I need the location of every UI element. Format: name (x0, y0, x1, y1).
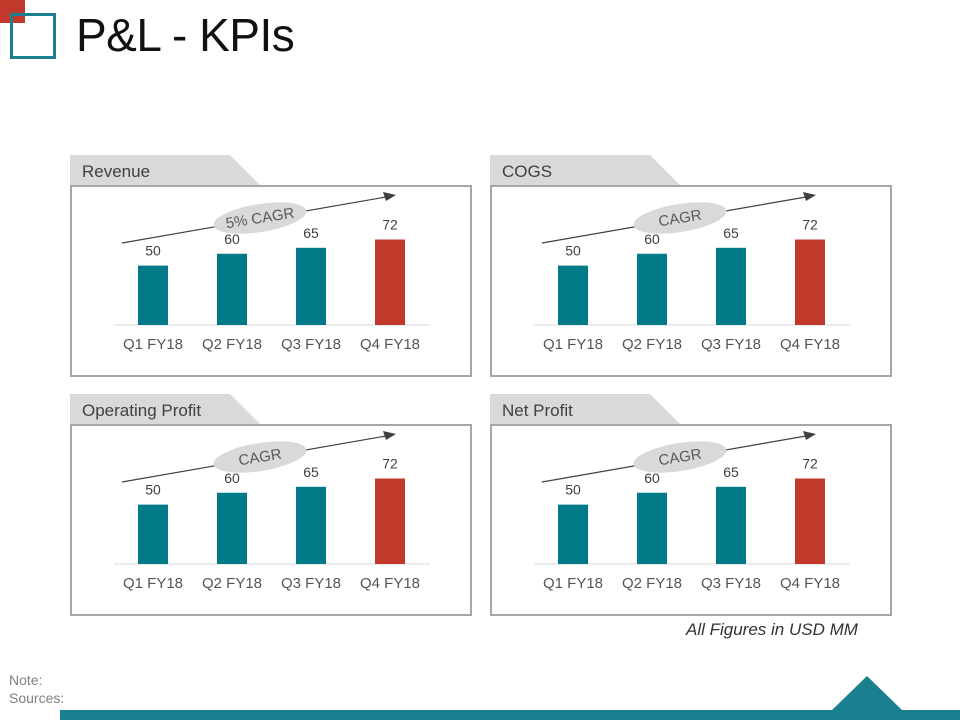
cagr-badge: CAGR (633, 441, 727, 473)
panel-operating-profit: Operating Profit 50 Q1 FY18 60 Q2 FY18 65 Q3 … (70, 394, 472, 616)
x-tick-label: Q3 FY18 (281, 336, 341, 353)
page-title: P&L - KPIs (76, 9, 295, 61)
data-label: 65 (303, 225, 319, 241)
bar (795, 478, 825, 564)
sources-label: Sources: (9, 690, 65, 706)
bar (637, 253, 667, 325)
bar (637, 492, 667, 564)
panel-cogs: COGS 50 Q1 FY18 60 Q2 FY18 65 Q3 FY18 72 Q4 FY1… (490, 155, 892, 377)
trend-arrowhead (803, 192, 816, 201)
data-label: 60 (644, 231, 660, 247)
x-tick-label: Q1 FY18 (123, 336, 183, 353)
bar (296, 247, 326, 325)
panel-revenue: Revenue 50 Q1 FY18 60 Q2 FY18 65 Q3 FY18 72 Q4 … (70, 155, 472, 377)
cagr-ellipse (213, 202, 307, 234)
x-tick-label: Q3 FY18 (701, 336, 761, 353)
cagr-label: CAGR (657, 207, 703, 231)
x-tick-label: Q4 FY18 (780, 336, 840, 353)
cagr-badge: CAGR (213, 441, 307, 473)
panel-tab: Operating Profit (70, 394, 260, 424)
cagr-badge: CAGR (633, 202, 727, 234)
trend-arrowhead (803, 431, 816, 440)
cagr-ellipse (213, 441, 307, 473)
bar-chart: 50 Q1 FY18 60 Q2 FY18 65 Q3 FY18 72 Q4 FY18 CAGR (114, 431, 430, 592)
data-label: 50 (565, 482, 581, 498)
panel-net-profit: Net Profit 50 Q1 FY18 60 Q2 FY18 65 Q3 FY18 72… (490, 394, 892, 616)
bar (217, 253, 247, 325)
data-label: 60 (644, 470, 660, 486)
panel-tab: COGS (490, 155, 680, 185)
tab-shape (70, 394, 260, 424)
bar (795, 239, 825, 325)
bar (375, 478, 405, 564)
bottom-bar (60, 710, 960, 720)
panel-tab: Revenue (70, 155, 260, 185)
decorative-triangle (830, 676, 904, 712)
panel-tab: Net Profit (490, 394, 680, 424)
chart-title: COGS (502, 162, 553, 181)
bar (375, 239, 405, 325)
logo-outline-square (10, 13, 56, 59)
data-label: 65 (723, 225, 739, 241)
chart-box: 50 Q1 FY18 60 Q2 FY18 65 Q3 FY18 72 Q4 FY18 CAGR (490, 424, 892, 616)
chart-title: Operating Profit (82, 401, 202, 420)
bar-chart: 50 Q1 FY18 60 Q2 FY18 65 Q3 FY18 72 Q4 FY18 CAGR (534, 431, 850, 592)
bar (558, 504, 588, 564)
x-tick-label: Q1 FY18 (123, 575, 183, 592)
bar (138, 265, 168, 325)
data-label: 60 (224, 470, 240, 486)
tab-shape (490, 155, 680, 185)
data-label: 65 (303, 464, 319, 480)
x-tick-label: Q3 FY18 (281, 575, 341, 592)
data-label: 65 (723, 464, 739, 480)
x-tick-label: Q1 FY18 (543, 336, 603, 353)
chart-box: 50 Q1 FY18 60 Q2 FY18 65 Q3 FY18 72 Q4 FY18 5% C… (70, 185, 472, 377)
bar (138, 504, 168, 564)
chart-box: 50 Q1 FY18 60 Q2 FY18 65 Q3 FY18 72 Q4 FY18 CAGR (490, 185, 892, 377)
data-label: 50 (145, 243, 161, 259)
data-label: 72 (802, 456, 818, 472)
chart-box: 50 Q1 FY18 60 Q2 FY18 65 Q3 FY18 72 Q4 FY18 CAGR (70, 424, 472, 616)
figures-footnote: All Figures in USD MM (686, 620, 858, 639)
bar (716, 247, 746, 325)
bar (296, 486, 326, 564)
tab-shape (70, 155, 260, 185)
data-label: 50 (145, 482, 161, 498)
bar (716, 486, 746, 564)
trend-arrowhead (383, 192, 396, 201)
chart-title: Net Profit (502, 401, 573, 420)
bar-chart: 50 Q1 FY18 60 Q2 FY18 65 Q3 FY18 72 Q4 FY18 CAGR (534, 192, 850, 353)
note-label: Note: (9, 672, 43, 688)
x-tick-label: Q4 FY18 (780, 575, 840, 592)
data-label: 72 (382, 456, 398, 472)
cagr-ellipse (633, 202, 727, 234)
logo-red-square (0, 0, 25, 23)
data-label: 60 (224, 231, 240, 247)
x-tick-label: Q3 FY18 (701, 575, 761, 592)
data-label: 50 (565, 243, 581, 259)
x-tick-label: Q2 FY18 (202, 336, 262, 353)
data-label: 72 (382, 217, 398, 233)
x-tick-label: Q4 FY18 (360, 575, 420, 592)
x-tick-label: Q2 FY18 (202, 575, 262, 592)
x-tick-label: Q1 FY18 (543, 575, 603, 592)
data-label: 72 (802, 217, 818, 233)
x-tick-label: Q4 FY18 (360, 336, 420, 353)
x-tick-label: Q2 FY18 (622, 575, 682, 592)
bar (558, 265, 588, 325)
cagr-ellipse (633, 441, 727, 473)
trend-arrowhead (383, 431, 396, 440)
cagr-label: CAGR (237, 446, 283, 470)
x-tick-label: Q2 FY18 (622, 336, 682, 353)
tab-shape (490, 394, 680, 424)
cagr-label: CAGR (657, 446, 703, 470)
bar (217, 492, 247, 564)
chart-title: Revenue (82, 162, 151, 181)
